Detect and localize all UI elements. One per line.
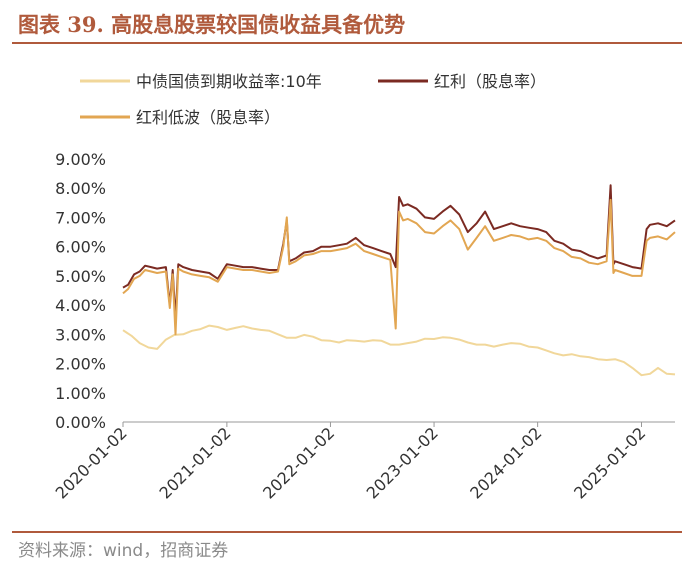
title-divider [12, 42, 682, 44]
y-tick-label: 8.00% [55, 179, 106, 198]
x-axis: 2020-01-02 2021-01-02 2022-01-02 2023-01-02… [52, 421, 675, 503]
series-line-dividend [122, 184, 676, 321]
legend-label-dividend: 红利（股息率） [434, 72, 546, 91]
series-line-10y-bond [122, 324, 676, 377]
y-tick-label: 2.00% [55, 355, 106, 374]
y-tick-label: 9.00% [55, 150, 106, 169]
source-divider [12, 531, 682, 533]
legend-item-dividend: 红利（股息率） [378, 72, 546, 91]
x-tick-label: 2024-01-02 [466, 423, 545, 502]
y-tick-label: 5.00% [55, 267, 106, 286]
x-tick-label: 2025-01-02 [570, 423, 649, 502]
x-tick-label: 2023-01-02 [363, 423, 442, 502]
source-note: 资料来源：wind，招商证券 [18, 541, 229, 561]
x-tick-label: 2020-01-02 [52, 423, 131, 502]
series-lines [122, 184, 676, 377]
x-tick-label: 2021-01-02 [156, 423, 235, 502]
legend-label-low-vol-dividend: 红利低波（股息率） [136, 108, 280, 127]
legend-item-low-vol-dividend: 红利低波（股息率） [80, 108, 280, 127]
series-line-low-vol-dividend [122, 198, 676, 336]
figure-title: 图表 39. 高股息股票较国债收益具备优势 [18, 12, 406, 37]
line-chart: 中债国债到期收益率:10年 红利（股息率） 红利低波（股息率） 0.00% 1.0… [52, 72, 676, 503]
legend-label-10y-bond: 中债国债到期收益率:10年 [136, 72, 322, 91]
x-tick-label: 2022-01-02 [259, 423, 338, 502]
y-tick-label: 1.00% [55, 384, 106, 403]
y-tick-label: 4.00% [55, 296, 106, 315]
y-tick-label: 7.00% [55, 208, 106, 227]
legend-item-10y-bond: 中债国债到期收益率:10年 [80, 72, 322, 91]
y-tick-label: 3.00% [55, 325, 106, 344]
legend: 中债国债到期收益率:10年 红利（股息率） 红利低波（股息率） [80, 72, 546, 127]
y-tick-label: 6.00% [55, 238, 106, 257]
y-tick-label: 0.00% [55, 413, 106, 432]
y-axis: 0.00% 1.00% 2.00% 3.00% 4.00% 5.00% 6.00% 7.00%… [55, 150, 106, 432]
